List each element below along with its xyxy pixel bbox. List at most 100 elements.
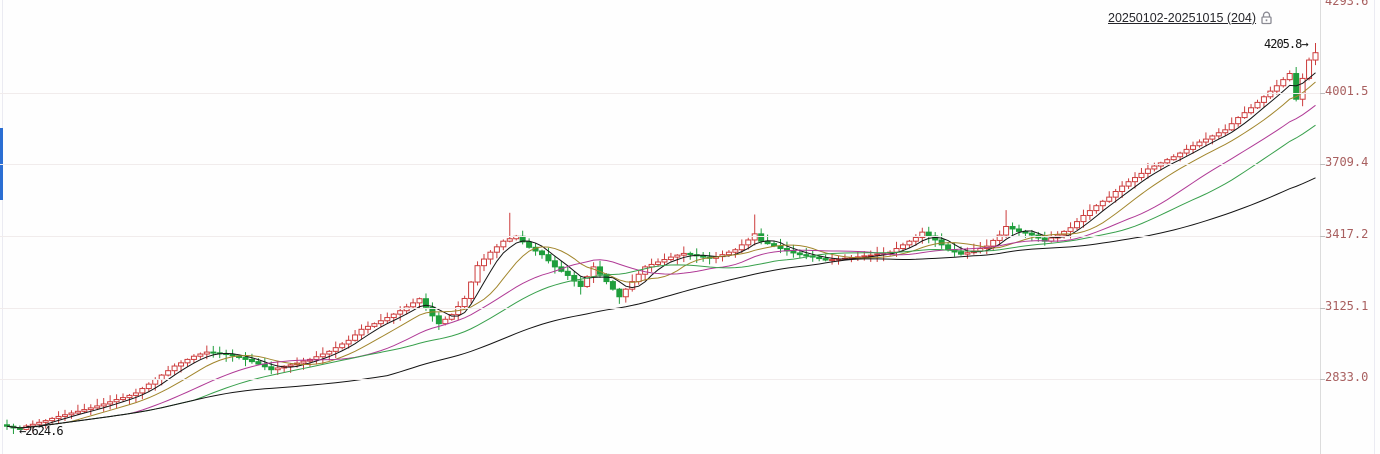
- gridline: [0, 308, 1320, 309]
- candle-up: [461, 297, 468, 308]
- candle-up: [178, 362, 185, 367]
- candle-up: [1099, 200, 1106, 207]
- candle-up: [1190, 145, 1197, 150]
- arrow-right-icon: →: [1301, 37, 1308, 51]
- axis-label: 3417.2: [1325, 227, 1369, 241]
- candle-up: [120, 397, 127, 401]
- candle-down: [268, 366, 275, 371]
- axis-tick: [1320, 236, 1325, 237]
- candle-up: [1248, 107, 1255, 114]
- ma-line-60: [6, 177, 1316, 429]
- padlock-icon[interactable]: [1260, 11, 1273, 25]
- candle-up: [29, 423, 36, 427]
- candle-down: [764, 240, 771, 245]
- candle-up: [1260, 96, 1267, 103]
- candle-up: [1306, 59, 1313, 79]
- candle-up: [107, 401, 114, 405]
- date-range-link[interactable]: 20250102-20251015 (204): [1108, 11, 1257, 25]
- price-axis-line: [1320, 0, 1321, 454]
- candle-up: [1086, 210, 1093, 216]
- candle-up: [1177, 152, 1184, 158]
- candle-up: [36, 421, 43, 425]
- candle-down: [1015, 228, 1022, 232]
- candle-down: [687, 252, 694, 256]
- candle-up: [1132, 177, 1139, 183]
- candle-up: [500, 240, 507, 248]
- candle-down: [777, 245, 784, 250]
- candle-up: [899, 244, 906, 250]
- candle-up: [62, 414, 69, 417]
- candle-up: [113, 399, 120, 403]
- candle-up: [1202, 138, 1209, 143]
- axis-tick: [1320, 164, 1325, 165]
- candle-down: [545, 254, 552, 262]
- ma-line-5: [6, 72, 1316, 429]
- candle-up: [126, 394, 133, 399]
- candle-up: [661, 259, 668, 263]
- candle-up: [371, 323, 378, 327]
- candle-up: [397, 310, 404, 315]
- right-window-edge: [1374, 0, 1375, 454]
- candle-up: [313, 356, 320, 360]
- candle-up: [861, 255, 868, 258]
- candle-up: [274, 367, 281, 371]
- candle-up: [384, 317, 391, 322]
- candle-up: [390, 313, 397, 319]
- candle-up: [1273, 85, 1280, 92]
- candle-up: [287, 364, 294, 367]
- candle-up: [132, 392, 139, 396]
- candle-down: [255, 361, 262, 365]
- candle-up: [100, 403, 107, 407]
- candle-down: [803, 254, 810, 257]
- candle-up: [326, 350, 333, 355]
- candle-down: [577, 280, 584, 287]
- candle-up: [745, 239, 752, 246]
- candle-up: [68, 412, 75, 416]
- candle-down: [758, 233, 765, 242]
- candle-up: [874, 253, 881, 256]
- candle-down: [616, 288, 623, 298]
- candle-up: [629, 281, 636, 290]
- candle-up: [480, 258, 487, 267]
- candle-up: [416, 298, 423, 304]
- candle-down: [210, 351, 217, 354]
- candle-up: [442, 318, 449, 325]
- candle-up: [725, 251, 732, 256]
- candle-up: [474, 265, 481, 283]
- candle-up: [1061, 230, 1068, 236]
- candle-up: [49, 417, 56, 422]
- candle-down: [526, 241, 533, 248]
- candle-down: [700, 255, 707, 258]
- candle-down: [957, 251, 964, 255]
- ma-line-30: [6, 124, 1316, 429]
- candle-down: [1293, 73, 1300, 100]
- candle-down: [242, 356, 249, 360]
- axis-label: 3125.1: [1325, 299, 1369, 313]
- candle-up: [642, 266, 649, 275]
- candle-up: [487, 251, 494, 260]
- candle-up: [635, 273, 642, 283]
- candle-up: [190, 355, 197, 360]
- candle-down: [816, 256, 823, 260]
- candle-up: [152, 378, 159, 385]
- candle-up: [1112, 190, 1119, 198]
- candle-up: [996, 234, 1003, 241]
- candle-up: [674, 254, 681, 258]
- arrow-left-icon: ←: [19, 424, 26, 438]
- candle-up: [990, 239, 997, 247]
- candle-up: [667, 256, 674, 261]
- candle-up: [1222, 129, 1229, 134]
- candle-up: [1106, 196, 1113, 202]
- candle-up: [1093, 205, 1100, 212]
- candle-up: [410, 302, 417, 308]
- candle-down: [571, 274, 578, 282]
- gridline: [0, 93, 1320, 94]
- axis-tick: [1320, 308, 1325, 309]
- candle-up: [81, 409, 88, 412]
- candle-down: [422, 298, 429, 308]
- gridline: [0, 236, 1320, 237]
- candle-up: [1164, 159, 1171, 164]
- candle-up: [1299, 77, 1306, 100]
